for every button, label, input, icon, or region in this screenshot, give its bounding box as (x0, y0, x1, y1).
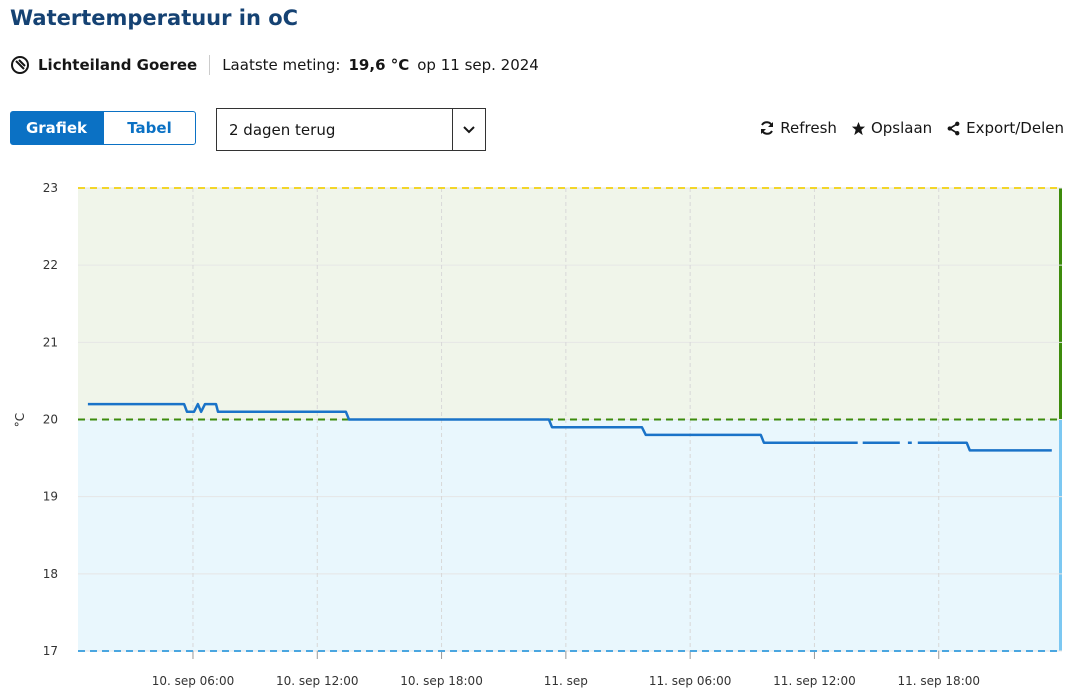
y-tick-label: 18 (43, 567, 58, 581)
save-button[interactable]: Opslaan (851, 119, 932, 137)
tabs: Grafiek Tabel (10, 111, 196, 145)
meta-row: Lichteiland Goeree Laatste meting: 19,6 … (10, 55, 539, 75)
x-tick-label: 10. sep 06:00 (152, 674, 235, 688)
y-tick-label: 17 (43, 644, 58, 658)
y-tick-label: 23 (43, 181, 58, 195)
share-label: Export/Delen (966, 119, 1064, 137)
separator (209, 55, 211, 75)
last-date: op 11 sep. 2024 (417, 56, 539, 74)
last-label: Laatste meting: (222, 56, 341, 74)
threshold-band (78, 419, 1062, 651)
refresh-label: Refresh (780, 119, 837, 137)
actions: Refresh Opslaan Export/Delen (759, 119, 1064, 137)
location-icon (11, 56, 29, 74)
dropdown-value: 2 dagen terug (229, 120, 336, 139)
threshold-band (78, 188, 1062, 420)
dropdown-arrow (452, 109, 485, 150)
threshold-side-bar (1059, 188, 1062, 420)
x-tick-label: 11. sep 18:00 (897, 674, 980, 688)
x-tick-label: 11. sep 12:00 (773, 674, 856, 688)
tab-grafiek[interactable]: Grafiek (10, 111, 103, 145)
save-label: Opslaan (870, 119, 933, 137)
x-tick-label: 10. sep 18:00 (400, 674, 483, 688)
threshold-side-bar (1059, 419, 1062, 651)
period-dropdown[interactable]: 2 dagen terug (216, 108, 486, 151)
last-value: 19,6 °C (348, 56, 410, 74)
y-tick-label: 19 (43, 490, 58, 504)
y-axis-label: °C (13, 413, 27, 427)
y-tick-label: 20 (43, 413, 58, 427)
refresh-button[interactable]: Refresh (759, 119, 837, 137)
page-title: Watertemperatuur in oC (10, 6, 299, 30)
data-line (87, 402, 1052, 452)
x-tick-label: 10. sep 12:00 (276, 674, 359, 688)
y-tick-label: 21 (43, 335, 58, 349)
y-tick-label: 22 (43, 258, 58, 272)
location: Lichteiland Goeree (38, 56, 198, 74)
chart: °C 17 18 19 20 21 22 23 10. sep 06:00 10. sep 12… (13, 181, 1062, 688)
tab-tabel[interactable]: Tabel (103, 111, 196, 145)
x-tick-label: 11. sep 06:00 (649, 674, 732, 688)
x-tick-label: 11. sep (544, 674, 588, 688)
share-button[interactable]: Export/Delen (946, 119, 1064, 137)
